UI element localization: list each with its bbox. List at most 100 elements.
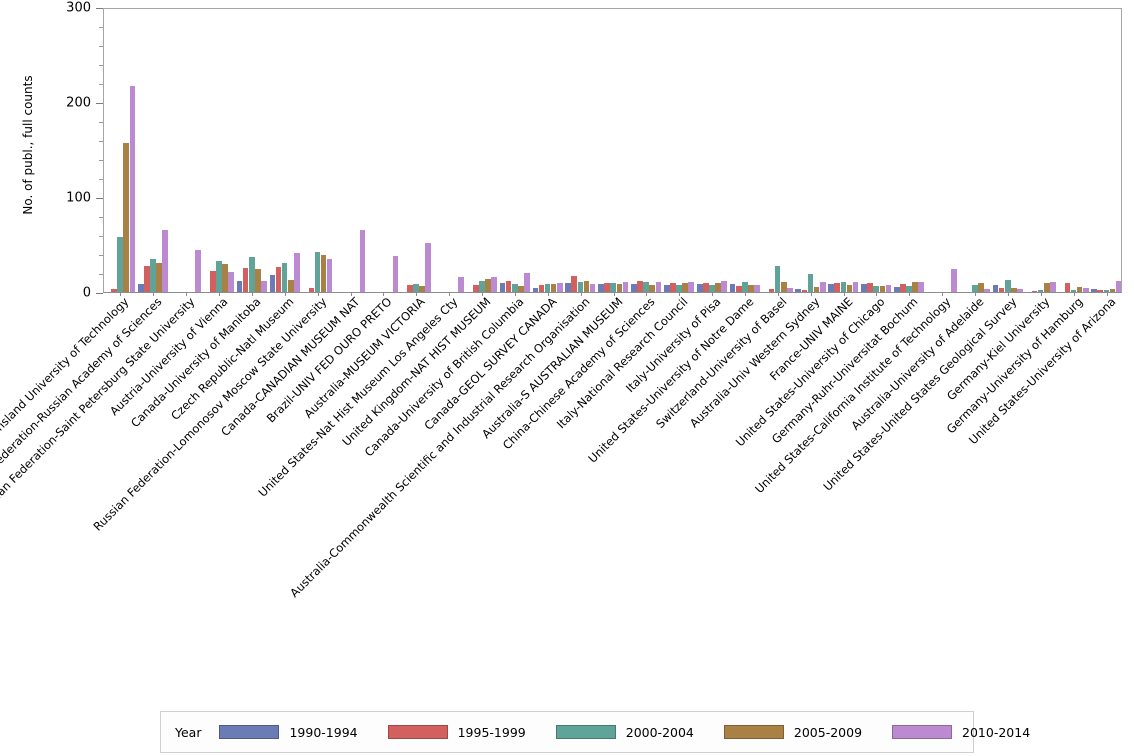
bar[interactable] bbox=[655, 281, 662, 292]
bar[interactable] bbox=[867, 283, 873, 292]
bar[interactable] bbox=[392, 255, 399, 292]
bar[interactable] bbox=[320, 254, 327, 292]
bar[interactable] bbox=[314, 252, 321, 292]
bar[interactable] bbox=[688, 281, 695, 292]
bar[interactable] bbox=[900, 284, 906, 292]
bar[interactable] bbox=[144, 266, 150, 292]
bar[interactable] bbox=[801, 290, 808, 292]
bar[interactable] bbox=[807, 273, 814, 292]
bar[interactable] bbox=[637, 280, 643, 292]
bar[interactable] bbox=[261, 280, 267, 292]
bar[interactable] bbox=[544, 284, 551, 292]
bar[interactable] bbox=[478, 280, 485, 292]
bar[interactable] bbox=[458, 276, 464, 292]
bar[interactable] bbox=[156, 262, 163, 292]
bar[interactable] bbox=[631, 284, 637, 292]
bar[interactable] bbox=[236, 280, 243, 292]
bar[interactable] bbox=[556, 282, 563, 292]
bar[interactable] bbox=[1103, 290, 1110, 292]
bar[interactable] bbox=[472, 285, 479, 292]
bar[interactable] bbox=[275, 267, 282, 292]
bar[interactable] bbox=[912, 281, 919, 292]
bar[interactable] bbox=[407, 285, 413, 292]
bar[interactable] bbox=[254, 269, 261, 292]
bar[interactable] bbox=[709, 285, 715, 292]
bar[interactable] bbox=[532, 288, 539, 292]
bar[interactable] bbox=[729, 284, 736, 292]
bar[interactable] bbox=[222, 263, 228, 292]
bar[interactable] bbox=[485, 278, 491, 292]
bar[interactable] bbox=[649, 285, 656, 292]
bar[interactable] bbox=[879, 286, 886, 292]
bar[interactable] bbox=[670, 283, 676, 292]
bar[interactable] bbox=[741, 281, 748, 292]
bar[interactable] bbox=[583, 280, 590, 292]
bar[interactable] bbox=[1031, 291, 1038, 292]
bar[interactable] bbox=[209, 271, 216, 292]
bar[interactable] bbox=[1043, 283, 1050, 292]
bar[interactable] bbox=[281, 262, 288, 292]
bar[interactable] bbox=[511, 284, 518, 292]
legend-item[interactable]: 2010-2014 bbox=[892, 725, 1030, 740]
bar[interactable] bbox=[1049, 281, 1056, 292]
bar[interactable] bbox=[1070, 290, 1077, 292]
bar[interactable] bbox=[1109, 289, 1116, 292]
bar[interactable] bbox=[359, 230, 366, 292]
bar[interactable] bbox=[813, 287, 820, 292]
bar[interactable] bbox=[491, 276, 497, 292]
bar[interactable] bbox=[308, 288, 315, 292]
bar[interactable] bbox=[1010, 288, 1017, 292]
bar[interactable] bbox=[1037, 290, 1044, 292]
bar[interactable] bbox=[906, 286, 912, 292]
bar[interactable] bbox=[834, 282, 841, 292]
bar[interactable] bbox=[819, 281, 826, 292]
bar[interactable] bbox=[413, 284, 419, 292]
bar[interactable] bbox=[998, 288, 1005, 292]
bar[interactable] bbox=[992, 285, 999, 292]
bar[interactable] bbox=[550, 284, 557, 292]
bar[interactable] bbox=[577, 281, 584, 292]
bar[interactable] bbox=[162, 230, 169, 292]
bar[interactable] bbox=[111, 289, 117, 292]
bar[interactable] bbox=[735, 286, 742, 292]
bar[interactable] bbox=[228, 272, 234, 292]
bar[interactable] bbox=[1017, 289, 1023, 292]
bar[interactable] bbox=[861, 284, 867, 292]
bar[interactable] bbox=[571, 275, 578, 292]
bar[interactable] bbox=[643, 281, 649, 292]
bar[interactable] bbox=[610, 282, 617, 292]
bar[interactable] bbox=[682, 282, 688, 292]
bar[interactable] bbox=[129, 85, 136, 292]
bar[interactable] bbox=[768, 289, 775, 292]
bar[interactable] bbox=[1004, 279, 1011, 292]
bar[interactable] bbox=[696, 284, 703, 292]
bar[interactable] bbox=[505, 280, 512, 292]
legend-item[interactable]: 2000-2004 bbox=[555, 725, 694, 740]
bar[interactable] bbox=[702, 283, 709, 292]
bar[interactable] bbox=[852, 281, 859, 292]
bar[interactable] bbox=[1064, 283, 1071, 292]
bar[interactable] bbox=[419, 286, 425, 292]
bar[interactable] bbox=[984, 289, 990, 292]
bar[interactable] bbox=[517, 286, 524, 292]
bar[interactable] bbox=[293, 253, 300, 292]
bar[interactable] bbox=[326, 258, 333, 292]
bar[interactable] bbox=[138, 284, 144, 292]
bar[interactable] bbox=[780, 281, 787, 292]
bar[interactable] bbox=[840, 281, 847, 292]
bar[interactable] bbox=[978, 283, 984, 292]
bar[interactable] bbox=[1097, 290, 1104, 292]
bar[interactable] bbox=[589, 284, 596, 292]
bar[interactable] bbox=[598, 284, 604, 292]
bar[interactable] bbox=[715, 282, 721, 292]
bar[interactable] bbox=[565, 283, 572, 292]
bar[interactable] bbox=[754, 285, 760, 292]
bar[interactable] bbox=[894, 287, 900, 292]
bar[interactable] bbox=[538, 285, 545, 292]
bar[interactable] bbox=[885, 285, 892, 292]
bar[interactable] bbox=[1076, 287, 1083, 292]
bar[interactable] bbox=[195, 250, 201, 292]
bar[interactable] bbox=[846, 285, 853, 292]
bar[interactable] bbox=[215, 260, 222, 292]
bar[interactable] bbox=[248, 256, 255, 292]
